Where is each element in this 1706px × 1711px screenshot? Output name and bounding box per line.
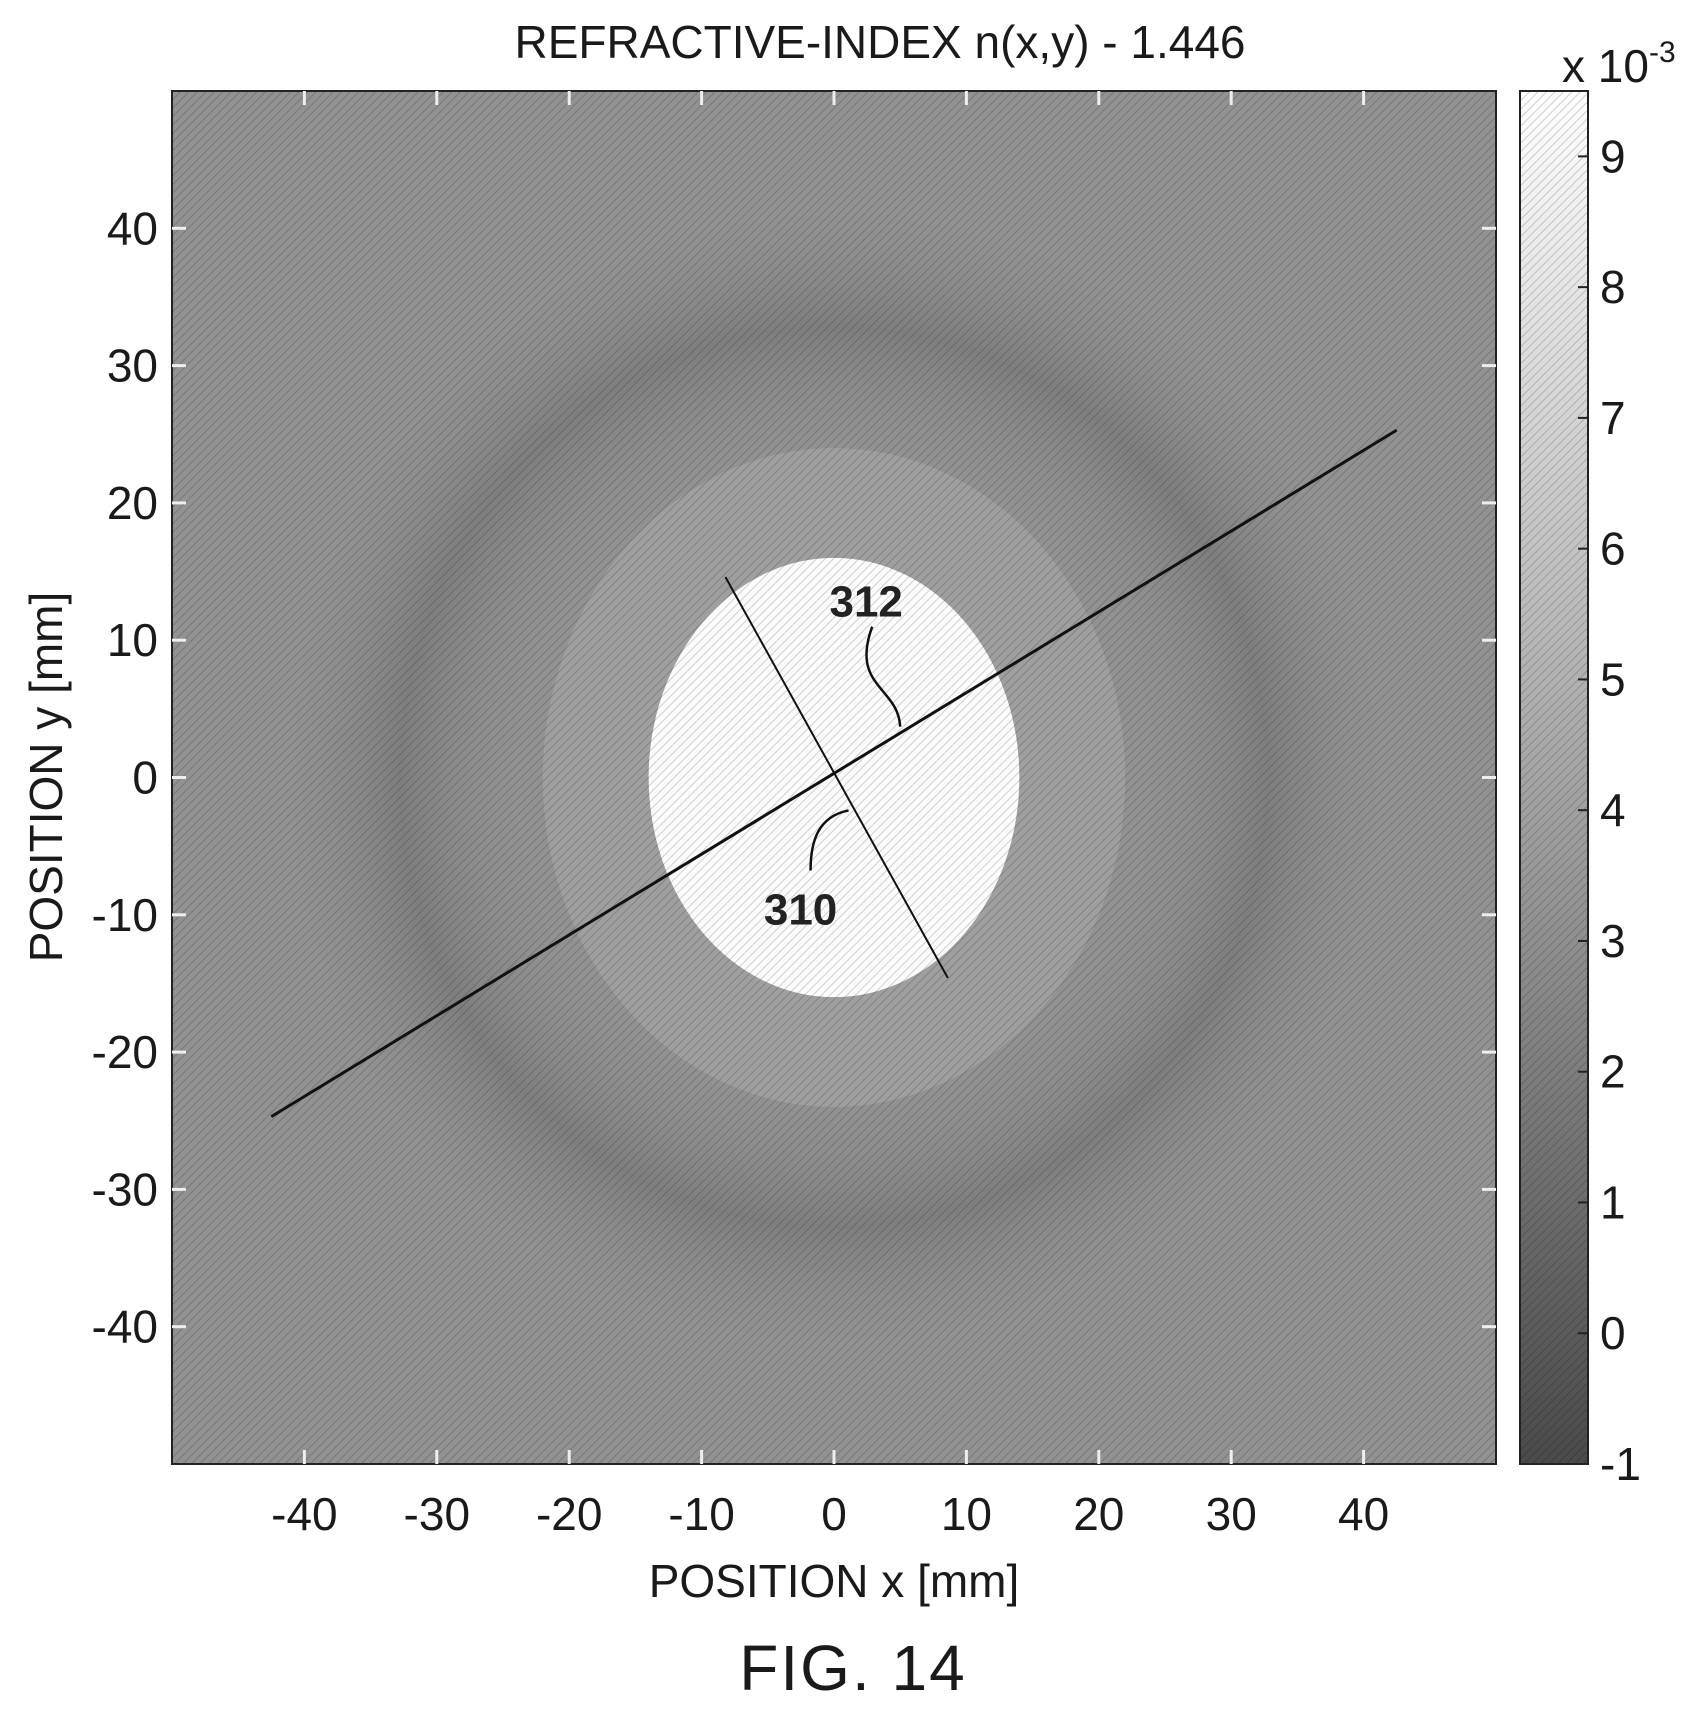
colorbar-tick-label: 0: [1600, 1307, 1626, 1359]
figure-label: FIG. 14: [739, 1632, 966, 1704]
hatch-overlay: [172, 91, 1496, 1464]
colorbar-tick-label: -1: [1600, 1438, 1641, 1490]
cut-lines: [270, 428, 1398, 1118]
y-axis-label: POSITION y [mm]: [20, 592, 72, 963]
x-tick-label: -20: [536, 1488, 602, 1540]
plot-area: [172, 91, 1496, 1464]
y-tick-label: -10: [92, 889, 158, 941]
colorbar-tick-label: 5: [1600, 653, 1626, 705]
colorbar-tick-label: 8: [1600, 261, 1626, 313]
colorbar-multiplier-exponent: -3: [1649, 36, 1676, 69]
annotation-leader-310: [809, 809, 849, 871]
chart-title: REFRACTIVE-INDEX n(x,y) - 1.446: [514, 16, 1245, 68]
x-tick-label: -10: [668, 1488, 734, 1540]
y-tick-label: 10: [107, 614, 158, 666]
x-tick-label: -30: [404, 1488, 470, 1540]
colorbar-tick-label: 3: [1600, 915, 1626, 967]
colorbar: 9 8 7 6 5 4 3 2 1 0 -1 x 10-3: [1519, 36, 1676, 1490]
colorbar-tick-label: 9: [1600, 130, 1626, 182]
colorbar-multiplier: x 10-3: [1562, 36, 1676, 92]
y-tick-label: 40: [107, 202, 158, 254]
annotation-label-310: 310: [764, 885, 837, 934]
annotation-leader-312: [865, 626, 902, 727]
x-tick-label: 30: [1206, 1488, 1257, 1540]
y-tick-label: 0: [132, 752, 158, 804]
x-tick-label: 40: [1338, 1488, 1389, 1540]
colorbar-hatch: [1520, 91, 1588, 1464]
colorbar-tick-label: 6: [1600, 523, 1626, 575]
colorbar-tick-label: 7: [1600, 392, 1626, 444]
y-tick-label: 30: [107, 340, 158, 392]
colorbar-ticks: 9 8 7 6 5 4 3 2 1 0 -1: [1578, 130, 1641, 1490]
x-tick-label: 10: [941, 1488, 992, 1540]
y-tick-label: -20: [92, 1026, 158, 1078]
colorbar-tick-label: 1: [1600, 1176, 1626, 1228]
annotation-label-312: 312: [829, 578, 902, 627]
x-tick-label: 0: [821, 1488, 847, 1540]
x-tick-label: 20: [1073, 1488, 1124, 1540]
annotations: 312 310: [764, 578, 903, 935]
y-tick-label: 20: [107, 477, 158, 529]
x-axis-label: POSITION x [mm]: [649, 1555, 1020, 1607]
colorbar-tick-label: 4: [1600, 784, 1626, 836]
y-tick-label: -30: [92, 1163, 158, 1215]
colorbar-multiplier-prefix: x 10: [1562, 40, 1649, 92]
colorbar-frame: [1519, 90, 1589, 1465]
cut-line-310: [724, 576, 949, 979]
y-tick-label: -40: [92, 1301, 158, 1353]
x-tick-label: -40: [271, 1488, 337, 1540]
y-axis-ticks: 40 30 20 10 0 -10 -20 -30 -40: [92, 202, 1496, 1353]
colorbar-tick-label: 2: [1600, 1046, 1626, 1098]
x-axis-ticks: -40 -30 -20 -10 0 10 20 30 40: [271, 91, 1389, 1540]
